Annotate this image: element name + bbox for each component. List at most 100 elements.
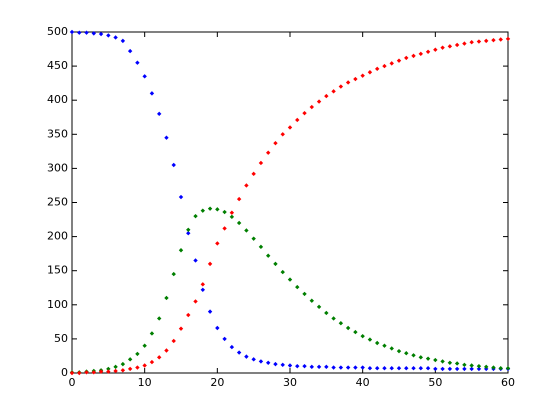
- x-tick-label: 20: [210, 376, 224, 389]
- point: [462, 366, 467, 372]
- point: [353, 76, 358, 82]
- y-tick-label: 100: [47, 298, 68, 311]
- point: [77, 30, 82, 35]
- point: [338, 321, 344, 326]
- point: [215, 241, 220, 246]
- point: [178, 326, 184, 331]
- point: [375, 340, 380, 346]
- point: [476, 39, 482, 44]
- point: [454, 366, 460, 372]
- point: [309, 104, 314, 110]
- point: [193, 213, 198, 219]
- point: [215, 207, 220, 212]
- point: [295, 284, 300, 290]
- point: [200, 287, 205, 292]
- y-tick-label: 500: [47, 25, 68, 38]
- point: [491, 37, 496, 43]
- point: [135, 365, 140, 370]
- point: [244, 228, 249, 233]
- point: [171, 162, 176, 168]
- point: [258, 244, 264, 250]
- point: [360, 365, 365, 370]
- point: [69, 29, 75, 35]
- point: [69, 370, 75, 376]
- point: [484, 38, 489, 44]
- point: [454, 361, 460, 366]
- point: [157, 355, 162, 360]
- point: [236, 220, 242, 226]
- point: [396, 348, 402, 354]
- point: [266, 360, 271, 365]
- point: [244, 354, 249, 359]
- y-tick-label: 450: [47, 59, 68, 72]
- point: [382, 63, 387, 69]
- point: [331, 316, 336, 321]
- point: [280, 269, 285, 275]
- point: [338, 84, 344, 89]
- point: [498, 37, 503, 42]
- point: [484, 364, 489, 370]
- point: [120, 361, 126, 367]
- x-tick-label: 40: [356, 376, 370, 389]
- y-tick-label: 200: [47, 230, 68, 243]
- point: [222, 336, 227, 342]
- point: [418, 366, 423, 371]
- point: [367, 337, 373, 342]
- point: [229, 344, 235, 350]
- point: [106, 369, 111, 374]
- point: [84, 370, 89, 375]
- point: [462, 362, 467, 368]
- point: [469, 40, 474, 45]
- point: [200, 208, 205, 213]
- point: [258, 160, 264, 166]
- point: [404, 55, 409, 61]
- point: [360, 333, 365, 339]
- point: [287, 125, 293, 130]
- point: [462, 41, 467, 46]
- point: [309, 298, 314, 303]
- y-tick-label: 150: [47, 264, 68, 277]
- point: [266, 253, 271, 258]
- x-tick-label: 50: [428, 376, 442, 389]
- point: [77, 370, 82, 376]
- point: [396, 58, 402, 63]
- x-tick-label: 0: [69, 376, 76, 389]
- point: [207, 261, 213, 267]
- point: [142, 74, 147, 79]
- point: [157, 111, 162, 117]
- point: [113, 35, 118, 40]
- point: [324, 93, 329, 99]
- point: [295, 117, 300, 123]
- point: [447, 44, 453, 49]
- point: [353, 329, 358, 335]
- point: [469, 363, 474, 368]
- point: [171, 338, 176, 344]
- point: [280, 132, 285, 137]
- point: [186, 312, 191, 318]
- point: [316, 99, 322, 104]
- point: [142, 343, 147, 348]
- point: [193, 299, 198, 304]
- point: [120, 368, 126, 373]
- point: [331, 365, 336, 370]
- point: [251, 171, 256, 177]
- point: [157, 316, 162, 321]
- y-tick-label: 400: [47, 93, 68, 106]
- point: [331, 89, 336, 94]
- point: [244, 183, 249, 188]
- point: [127, 357, 133, 362]
- point: [425, 356, 431, 361]
- point: [273, 361, 278, 367]
- point: [171, 271, 176, 277]
- point: [280, 362, 285, 368]
- point: [454, 42, 460, 48]
- point: [418, 355, 423, 360]
- point: [207, 206, 213, 211]
- point: [433, 357, 438, 363]
- point: [411, 353, 416, 358]
- point: [505, 366, 511, 371]
- point: [113, 364, 118, 370]
- point: [91, 31, 96, 36]
- point: [135, 351, 140, 357]
